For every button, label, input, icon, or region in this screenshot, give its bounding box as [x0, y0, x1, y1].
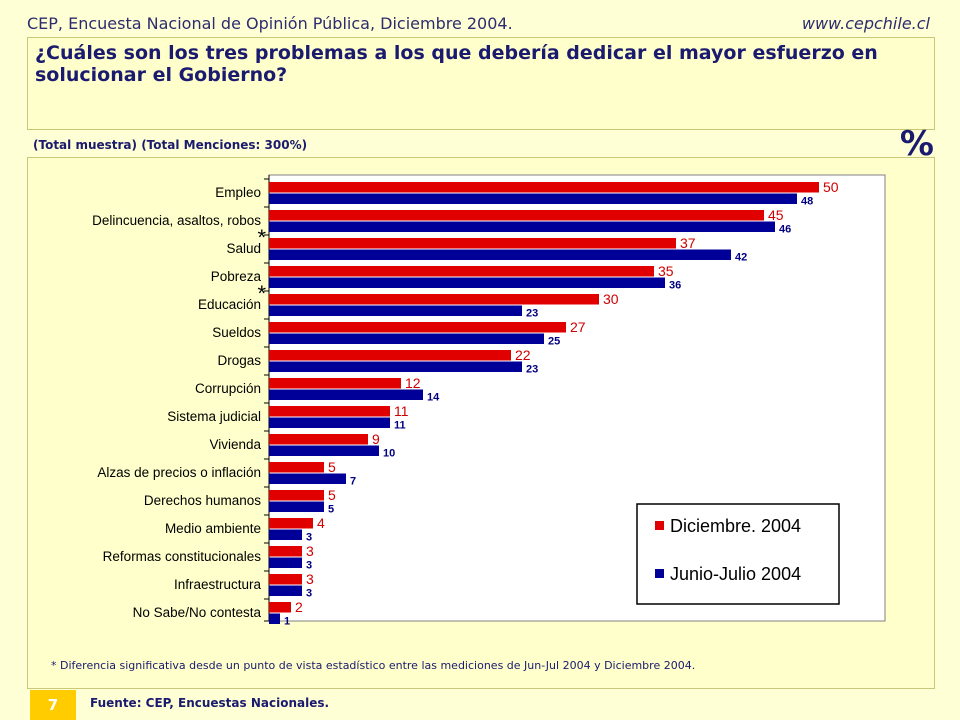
chart-panel: Empleo 50 48 Delincuencia, asaltos, robos 45… [27, 157, 935, 689]
legend-label: Junio-Julio 2004 [670, 564, 801, 584]
bar-jun-jul-2004 [269, 277, 665, 288]
bar-dic-2004 [269, 602, 291, 613]
data-label: 12 [405, 375, 421, 391]
data-label: 5 [328, 487, 336, 503]
bar-jun-jul-2004 [269, 389, 423, 400]
bar-dic-2004 [269, 238, 676, 249]
data-label: 25 [548, 336, 560, 348]
bar-dic-2004 [269, 182, 819, 193]
category-label: Medio ambiente [165, 521, 261, 536]
category-label: No Sabe/No contesta [133, 605, 262, 620]
category-label: Derechos humanos [144, 493, 261, 508]
data-label: 14 [427, 392, 440, 404]
data-label: 3 [306, 588, 312, 600]
data-label: 10 [383, 448, 395, 460]
bar-dic-2004 [269, 462, 324, 473]
category-label: Salud [226, 241, 261, 256]
bar-dic-2004 [269, 434, 368, 445]
data-label: 22 [515, 347, 531, 363]
bar-jun-jul-2004 [269, 501, 324, 512]
data-label: 3 [306, 571, 314, 587]
category-label: Sistema judicial [167, 409, 261, 424]
category-label: Corrupción [195, 381, 261, 396]
bar-dic-2004 [269, 490, 324, 501]
category-label: Infraestructura [174, 577, 262, 592]
significance-footnote: * Diferencia significativa desde un punt… [51, 659, 696, 672]
header-survey-title: CEP, Encuesta Nacional de Opinión Públic… [27, 14, 513, 33]
significance-asterisk: * [257, 281, 266, 306]
data-label: 23 [526, 308, 538, 320]
data-label: 4 [317, 515, 325, 531]
data-label: 35 [658, 263, 674, 279]
bar-jun-jul-2004 [269, 193, 797, 204]
bar-jun-jul-2004 [269, 361, 522, 372]
bar-jun-jul-2004 [269, 473, 346, 484]
bar-jun-jul-2004 [269, 613, 280, 624]
bar-jun-jul-2004 [269, 249, 731, 260]
bar-dic-2004 [269, 518, 313, 529]
data-label: 11 [394, 420, 406, 432]
sample-subtitle: (Total muestra) (Total Menciones: 300%) [33, 138, 308, 152]
header-website: www.cepchile.cl [801, 14, 930, 33]
data-label: 1 [284, 616, 290, 628]
data-label: 45 [768, 207, 784, 223]
data-label: 46 [779, 224, 791, 236]
bar-jun-jul-2004 [269, 333, 544, 344]
question-box: ¿Cuáles son los tres problemas a los que… [27, 37, 935, 130]
data-label: 2 [295, 599, 303, 615]
bar-dic-2004 [269, 574, 302, 585]
data-label: 3 [306, 543, 314, 559]
data-label: 42 [735, 252, 747, 264]
page-number: 7 [30, 690, 76, 720]
data-label: 50 [823, 179, 839, 195]
bar-dic-2004 [269, 266, 654, 277]
category-label: Drogas [217, 353, 261, 368]
legend-label: Diciembre. 2004 [670, 516, 801, 536]
data-label: 9 [372, 431, 380, 447]
data-label: 23 [526, 364, 538, 376]
bar-dic-2004 [269, 322, 566, 333]
bar-dic-2004 [269, 546, 302, 557]
bar-jun-jul-2004 [269, 529, 302, 540]
category-label: Vivienda [209, 437, 261, 452]
bar-dic-2004 [269, 378, 401, 389]
legend-swatch [655, 521, 664, 530]
category-label: Reformas constitucionales [103, 549, 262, 564]
legend-swatch [655, 569, 664, 578]
source-note: Fuente: CEP, Encuestas Nacionales. [90, 696, 330, 710]
bar-jun-jul-2004 [269, 585, 302, 596]
data-label: 48 [801, 196, 813, 208]
category-label: Empleo [215, 185, 261, 200]
data-label: 3 [306, 532, 312, 544]
bar-jun-jul-2004 [269, 557, 302, 568]
category-label: Delincuencia, asaltos, robos [92, 213, 261, 228]
category-label: Sueldos [212, 325, 261, 340]
data-label: 37 [680, 235, 696, 251]
bar-jun-jul-2004 [269, 305, 522, 316]
data-label: 30 [603, 291, 619, 307]
category-label: Alzas de precios o inflación [97, 465, 261, 480]
bar-dic-2004 [269, 210, 764, 221]
data-label: 5 [328, 459, 336, 475]
question-title: ¿Cuáles son los tres problemas a los que… [35, 42, 878, 86]
category-label: Pobreza [211, 269, 262, 284]
bar-dic-2004 [269, 294, 599, 305]
bar-dic-2004 [269, 350, 511, 361]
data-label: 27 [570, 319, 586, 335]
bar-jun-jul-2004 [269, 221, 775, 232]
data-label: 7 [350, 476, 356, 488]
bar-jun-jul-2004 [269, 417, 390, 428]
data-label: 36 [669, 280, 681, 292]
data-label: 5 [328, 504, 334, 516]
data-label: 11 [394, 403, 409, 419]
bar-jun-jul-2004 [269, 445, 379, 456]
legend-box [636, 503, 840, 605]
category-label: Educación [198, 297, 261, 312]
data-label: 3 [306, 560, 312, 572]
bar-dic-2004 [269, 406, 390, 417]
significance-asterisk: * [257, 225, 266, 250]
